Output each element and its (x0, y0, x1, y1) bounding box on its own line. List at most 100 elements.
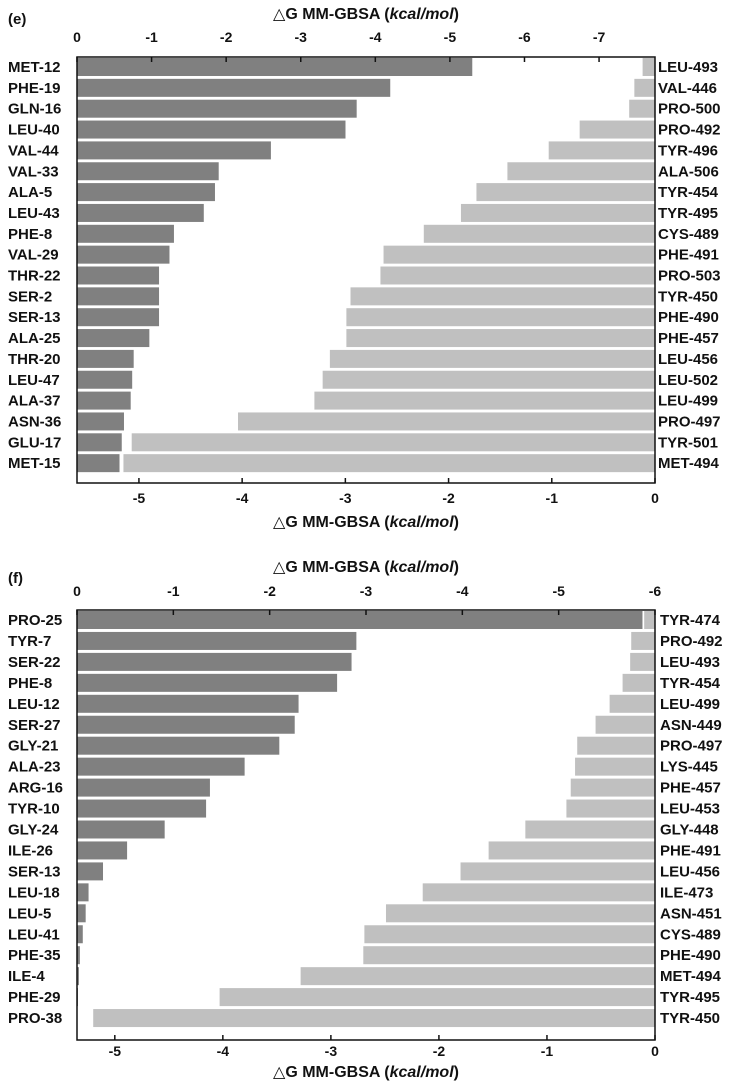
left-bar-val-33 (77, 162, 219, 181)
right-bar-leu-456 (329, 349, 655, 368)
left-residue-label: ALA-37 (8, 393, 61, 410)
right-bar-leu-453 (566, 799, 655, 818)
left-bar-leu-12 (77, 694, 299, 713)
bottom-tick-label: -3 (339, 490, 352, 506)
left-bar-ile-4 (77, 967, 79, 986)
left-bar-met-12 (77, 58, 473, 76)
right-residue-label: ASN-451 (660, 905, 722, 922)
left-residue-label: LEU-12 (8, 696, 60, 713)
right-residue-label: CYS-489 (658, 226, 719, 243)
left-residue-label: VAL-44 (8, 142, 59, 159)
right-bar-tyr-501 (131, 433, 656, 452)
left-residue-label: LEU-41 (8, 926, 60, 943)
top-tick-label: -5 (552, 583, 565, 599)
left-residue-label: LEU-47 (8, 372, 60, 389)
right-bar-gly-448 (525, 820, 655, 839)
top-axis-title-close: ) (454, 559, 459, 576)
right-residue-label: ILE-473 (660, 884, 713, 901)
right-residue-label: PHE-491 (658, 247, 719, 264)
left-residue-label: GLN-16 (8, 101, 61, 118)
left-residue-label: PHE-8 (8, 226, 52, 243)
bottom-tick-label: -1 (546, 490, 559, 506)
right-residue-label: LYS-445 (660, 759, 718, 776)
left-bar-ser-22 (77, 652, 352, 671)
right-residue-label: LEU-499 (658, 393, 718, 410)
left-bar-ser-13 (77, 862, 104, 881)
bottom-tick-label: -2 (433, 1043, 446, 1059)
left-residue-label: THR-22 (8, 268, 61, 285)
top-tick-label: -3 (360, 583, 373, 599)
top-tick-label: -6 (518, 29, 531, 45)
right-bar-lys-445 (575, 757, 655, 776)
bottom-tick-label: -2 (442, 490, 455, 506)
left-residue-label: PHE-19 (8, 80, 61, 97)
right-bar-pro-492 (631, 631, 655, 650)
right-residue-label: LEU-453 (660, 801, 720, 818)
top-tick-label: -2 (220, 29, 233, 45)
right-residue-label: PRO-497 (658, 413, 721, 430)
top-tick-label: -1 (167, 583, 180, 599)
top-axis-title-units: kcal/mol (390, 559, 455, 576)
right-residue-label: CYS-489 (660, 926, 721, 943)
right-residue-label: PHE-457 (658, 330, 719, 347)
top-tick-label: -4 (369, 29, 382, 45)
right-bar-leu-493 (630, 652, 655, 671)
bottom-axis-title-text: △G MM-GBSA ( (273, 1064, 390, 1081)
right-bar-ile-473 (422, 883, 655, 902)
bottom-axis-title-text: △G MM-GBSA ( (273, 514, 390, 531)
left-residue-label: THR-20 (8, 351, 61, 368)
top-axis-title-close: ) (454, 6, 459, 23)
right-residue-label: LEU-502 (658, 372, 718, 389)
left-bar-val-44 (77, 141, 271, 160)
top-tick-label: -3 (295, 29, 308, 45)
bottom-axis-title-close: ) (454, 514, 459, 531)
top-tick-label: 0 (73, 583, 81, 599)
left-residue-label: ILE-26 (8, 842, 53, 859)
top-tick-label: -4 (456, 583, 469, 599)
panel-label: (e) (8, 11, 26, 28)
left-residue-label: LEU-5 (8, 905, 51, 922)
left-bar-ala-25 (77, 329, 150, 348)
right-bar-tyr-454 (476, 183, 655, 202)
left-bar-tyr-7 (77, 631, 357, 650)
bottom-tick-label: -3 (325, 1043, 338, 1059)
top-axis-title-text: △G MM-GBSA ( (273, 6, 390, 23)
right-residue-label: TYR-474 (660, 612, 721, 629)
left-residue-label: PHE-8 (8, 675, 52, 692)
right-bar-tyr-495 (219, 988, 655, 1007)
left-residue-label: PHE-35 (8, 947, 61, 964)
bottom-tick-label: -4 (217, 1043, 230, 1059)
panel-e: (e) △G MM-GBSA (kcal/mol)△G MM-GBSA (kcal… (8, 6, 721, 531)
left-residue-label: GLU-17 (8, 434, 61, 451)
right-bar-val-446 (634, 78, 655, 97)
top-tick-label: -2 (263, 583, 276, 599)
top-tick-label: -5 (444, 29, 457, 45)
left-residue-label: GLY-21 (8, 738, 58, 755)
right-residue-label: TYR-450 (660, 1010, 720, 1027)
right-bar-tyr-495 (460, 203, 655, 222)
top-axis-title-units: kcal/mol (390, 6, 455, 23)
left-residue-label: ARG-16 (8, 780, 63, 797)
left-residue-label: ALA-5 (8, 184, 52, 201)
right-residue-label: PHE-457 (660, 780, 721, 797)
left-bar-asn-36 (77, 412, 124, 431)
right-residue-label: TYR-454 (660, 675, 721, 692)
top-tick-label: -6 (649, 583, 662, 599)
left-bar-ser-27 (77, 715, 295, 734)
left-residue-label: LEU-43 (8, 205, 60, 222)
right-bar-asn-451 (385, 904, 655, 923)
left-residue-label: SER-13 (8, 309, 61, 326)
right-bar-pro-503 (380, 266, 655, 285)
right-residue-label: PHE-490 (658, 309, 719, 326)
right-residue-label: LEU-493 (658, 59, 718, 76)
left-bar-phe-8 (77, 673, 338, 692)
bars (77, 611, 655, 1028)
right-bar-asn-449 (595, 715, 655, 734)
left-residue-label: TYR-10 (8, 801, 60, 818)
left-bar-gly-21 (77, 736, 280, 755)
right-residue-label: PHE-490 (660, 947, 721, 964)
left-bar-leu-18 (77, 883, 89, 902)
right-bar-ala-506 (507, 162, 655, 181)
plot-frame (76, 56, 656, 484)
